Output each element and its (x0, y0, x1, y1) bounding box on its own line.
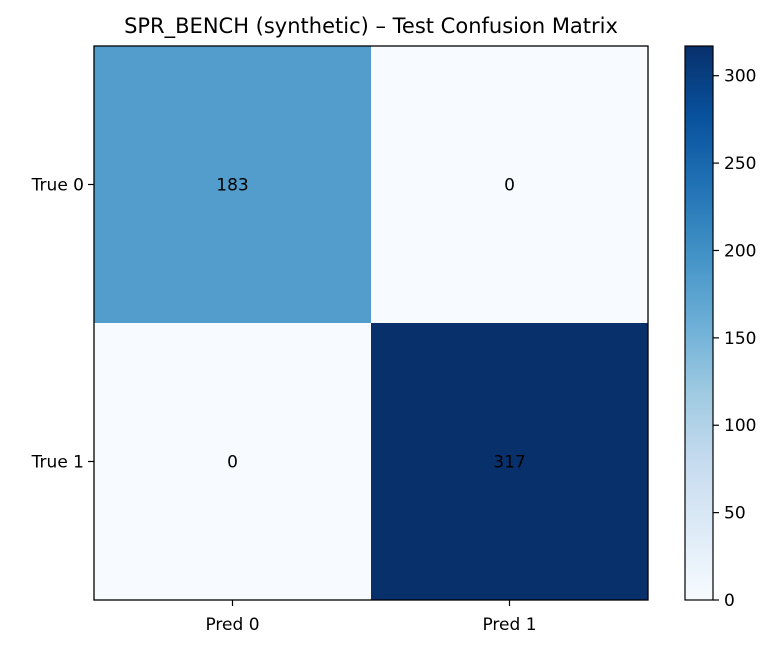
colorbar-tick-label-2: 100 (724, 416, 756, 436)
x-tick-label-0: Pred 0 (205, 615, 259, 635)
heatmap-cell-0-1 (371, 46, 648, 323)
colorbar-tick-label-5: 250 (724, 154, 756, 174)
heatmap-cell-labels: 183 0 0 317 (216, 176, 525, 473)
colorbar-tick-label-6: 300 (724, 67, 756, 87)
y-tick-label-1: True 1 (31, 453, 84, 473)
cell-value-label-0-0: 183 (216, 176, 248, 196)
y-axis-ticks: True 0 True 1 (31, 176, 94, 473)
colorbar-tick-label-3: 150 (724, 329, 756, 349)
colorbar-tick-label-0: 0 (724, 591, 735, 611)
heatmap-cells (94, 46, 648, 600)
heatmap-cell-1-0 (94, 323, 371, 600)
heatmap-cell-0-0 (94, 46, 371, 323)
colorbar-tick-label-4: 200 (724, 241, 756, 261)
colorbar-gradient (685, 46, 713, 600)
cell-value-label-0-1: 0 (504, 176, 515, 196)
colorbar-tick-label-1: 50 (724, 504, 746, 524)
colorbar: 0 50 100 150 200 250 300 (684, 45, 756, 611)
chart-title: SPR_BENCH (synthetic) – Test Confusion M… (124, 14, 618, 39)
cell-value-label-1-1: 317 (493, 453, 525, 473)
heatmap-cell-1-1 (371, 323, 648, 600)
x-axis-ticks: Pred 0 Pred 1 (205, 600, 537, 635)
colorbar-frame (684, 45, 714, 601)
y-tick-label-0: True 0 (31, 176, 84, 196)
x-tick-label-1: Pred 1 (482, 615, 536, 635)
cell-value-label-1-0: 0 (227, 453, 238, 473)
plot-frame (93, 45, 649, 601)
